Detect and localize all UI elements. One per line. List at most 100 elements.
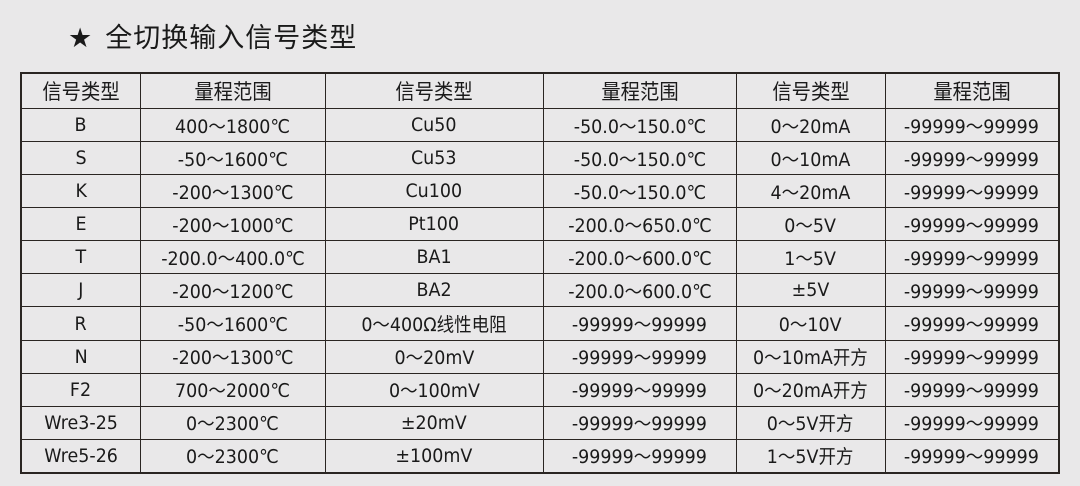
table-cell: -99999～99999 bbox=[884, 438, 1060, 474]
cell-text: -50.0～150.0℃ bbox=[573, 181, 706, 204]
table-cell: -99999～99999 bbox=[542, 405, 737, 440]
cell-text: -99999～99999 bbox=[571, 413, 708, 436]
cell-text: 0～5V bbox=[784, 214, 837, 237]
table-row: B 400～1800℃ Cu50 -50.0～150.0℃ 0～20mA -99999～9… bbox=[20, 107, 1060, 143]
table-cell: -99999～99999 bbox=[542, 438, 737, 474]
column-header: 量程范围 bbox=[884, 72, 1060, 109]
table-cell: 1～5V开方 bbox=[735, 438, 886, 474]
table-cell: -99999～99999 bbox=[884, 405, 1060, 440]
table-cell: BA2 bbox=[324, 273, 544, 308]
cell-text: K bbox=[75, 180, 87, 203]
cell-text: 0～20mV bbox=[394, 347, 474, 370]
cell-text: 700～2000℃ bbox=[175, 380, 290, 403]
cell-text: -99999～99999 bbox=[904, 413, 1040, 436]
table-cell: 0～20mV bbox=[324, 339, 544, 374]
table-cell: ±100mV bbox=[324, 438, 544, 474]
cell-text: -99999～99999 bbox=[571, 347, 708, 370]
table-cell: -50.0～150.0℃ bbox=[542, 107, 737, 143]
column-header: 量程范围 bbox=[139, 72, 326, 109]
table-cell: Cu100 bbox=[324, 174, 544, 209]
cell-text: -200.0～650.0℃ bbox=[567, 214, 712, 237]
cell-text: -99999～99999 bbox=[571, 380, 708, 403]
cell-text: -99999～99999 bbox=[904, 115, 1040, 138]
table-cell: Wre3-25 bbox=[20, 405, 141, 440]
table-cell: 0～10mA bbox=[735, 141, 886, 176]
column-header: 信号类型 bbox=[324, 72, 544, 109]
cell-text: 0～20mA bbox=[770, 115, 851, 138]
table-row: E -200～1000℃ Pt100 -200.0～650.0℃ 0～5V -99999～… bbox=[20, 207, 1060, 242]
table-cell: -200～1300℃ bbox=[139, 174, 326, 209]
cell-text: 0～20mA开方 bbox=[753, 380, 868, 403]
cell-text: -99999～99999 bbox=[904, 214, 1040, 237]
table-cell: 0～400Ω线性电阻 bbox=[324, 306, 544, 341]
cell-text: -99999～99999 bbox=[904, 181, 1040, 204]
cell-text: -200.0～400.0℃ bbox=[160, 247, 305, 270]
table-cell: -99999～99999 bbox=[884, 207, 1060, 242]
cell-text: -200～1200℃ bbox=[171, 280, 294, 303]
table-cell: ±5V bbox=[735, 273, 886, 308]
cell-text: -99999～99999 bbox=[904, 380, 1040, 403]
table-cell: 0～100mV bbox=[324, 372, 544, 407]
table-cell: 0～20mA开方 bbox=[735, 372, 886, 407]
table-cell: -99999～99999 bbox=[884, 372, 1060, 407]
cell-text: -50.0～150.0℃ bbox=[573, 115, 706, 138]
cell-text: N bbox=[74, 345, 88, 368]
column-header-label: 信号类型 bbox=[771, 80, 850, 104]
table-row: S -50～1600℃ Cu53 -50.0～150.0℃ 0～10mA -99999～9… bbox=[20, 141, 1060, 176]
cell-text: Cu50 bbox=[411, 114, 457, 137]
cell-text: E bbox=[75, 213, 87, 236]
table-cell: BA1 bbox=[324, 240, 544, 275]
cell-text: T bbox=[75, 246, 87, 269]
table-row: R -50～1600℃ 0～400Ω线性电阻 -99999～99999 0～10V -99… bbox=[20, 306, 1060, 341]
cell-text: ±100mV bbox=[395, 444, 473, 467]
column-header-label: 信号类型 bbox=[395, 80, 473, 104]
table-cell: -200.0～600.0℃ bbox=[542, 273, 737, 308]
table-cell: -200.0～650.0℃ bbox=[542, 207, 737, 242]
column-header: 量程范围 bbox=[542, 72, 737, 109]
cell-text: 0～2300℃ bbox=[186, 446, 279, 469]
table-row: F2 700～2000℃ 0～100mV -99999～99999 0～20mA开方 -9… bbox=[20, 372, 1060, 407]
cell-text: -200～1300℃ bbox=[171, 347, 294, 370]
table-row: T -200.0～400.0℃ BA1 -200.0～600.0℃ 1～5V -99999… bbox=[20, 240, 1060, 275]
column-header-label: 量程范围 bbox=[600, 80, 679, 104]
cell-text: J bbox=[78, 279, 84, 302]
column-header: 信号类型 bbox=[20, 72, 141, 109]
table-cell: -99999～99999 bbox=[884, 240, 1060, 275]
table-cell: -99999～99999 bbox=[884, 273, 1060, 308]
cell-text: BA1 bbox=[416, 246, 452, 269]
cell-text: 0～10mA bbox=[770, 148, 851, 171]
cell-text: -99999～99999 bbox=[904, 247, 1040, 270]
column-header-label: 量程范围 bbox=[193, 80, 272, 104]
title-text: 全切换输入信号类型 bbox=[105, 23, 358, 54]
cell-text: 0～5V开方 bbox=[767, 413, 854, 436]
cell-text: Pt100 bbox=[408, 213, 460, 236]
table-cell: 0～5V开方 bbox=[735, 405, 886, 440]
table-header-row: 信号类型 量程范围 信号类型 量程范围 信号类型 量程范围 bbox=[20, 72, 1060, 109]
table-cell: 0～5V bbox=[735, 207, 886, 242]
table-cell: 4～20mA bbox=[735, 174, 886, 209]
cell-text: -50.0～150.0℃ bbox=[573, 148, 706, 171]
table-cell: S bbox=[20, 141, 141, 176]
table-cell: -200.0～600.0℃ bbox=[542, 240, 737, 275]
table-row: Wre3-25 0～2300℃ ±20mV -99999～99999 0～5V开方 -99… bbox=[20, 405, 1060, 440]
cell-text: -50～1600℃ bbox=[177, 148, 288, 171]
table-cell: -50.0～150.0℃ bbox=[542, 141, 737, 176]
table-cell: E bbox=[20, 207, 141, 242]
table-cell: -50.0～150.0℃ bbox=[542, 174, 737, 209]
cell-text: 0～2300℃ bbox=[186, 413, 279, 436]
cell-text: Wre5-26 bbox=[43, 444, 118, 467]
table-cell: -99999～99999 bbox=[884, 141, 1060, 176]
column-header-label: 信号类型 bbox=[42, 80, 120, 104]
cell-text: 1～5V bbox=[784, 247, 837, 270]
table-cell: -200.0～400.0℃ bbox=[139, 240, 326, 275]
cell-text: 400～1800℃ bbox=[175, 115, 290, 138]
table-cell: Wre5-26 bbox=[20, 438, 141, 474]
column-header-label: 量程范围 bbox=[933, 80, 1011, 104]
table-cell: -200～1000℃ bbox=[139, 207, 326, 242]
page-title: ★ 全切换输入信号类型 bbox=[68, 16, 357, 55]
cell-text: -200～1000℃ bbox=[171, 214, 294, 237]
cell-text: -50～1600℃ bbox=[177, 314, 288, 336]
table-cell: -200～1200℃ bbox=[139, 273, 326, 308]
cell-text: BA2 bbox=[416, 279, 452, 302]
table-cell: 0～10mA开方 bbox=[735, 339, 886, 374]
